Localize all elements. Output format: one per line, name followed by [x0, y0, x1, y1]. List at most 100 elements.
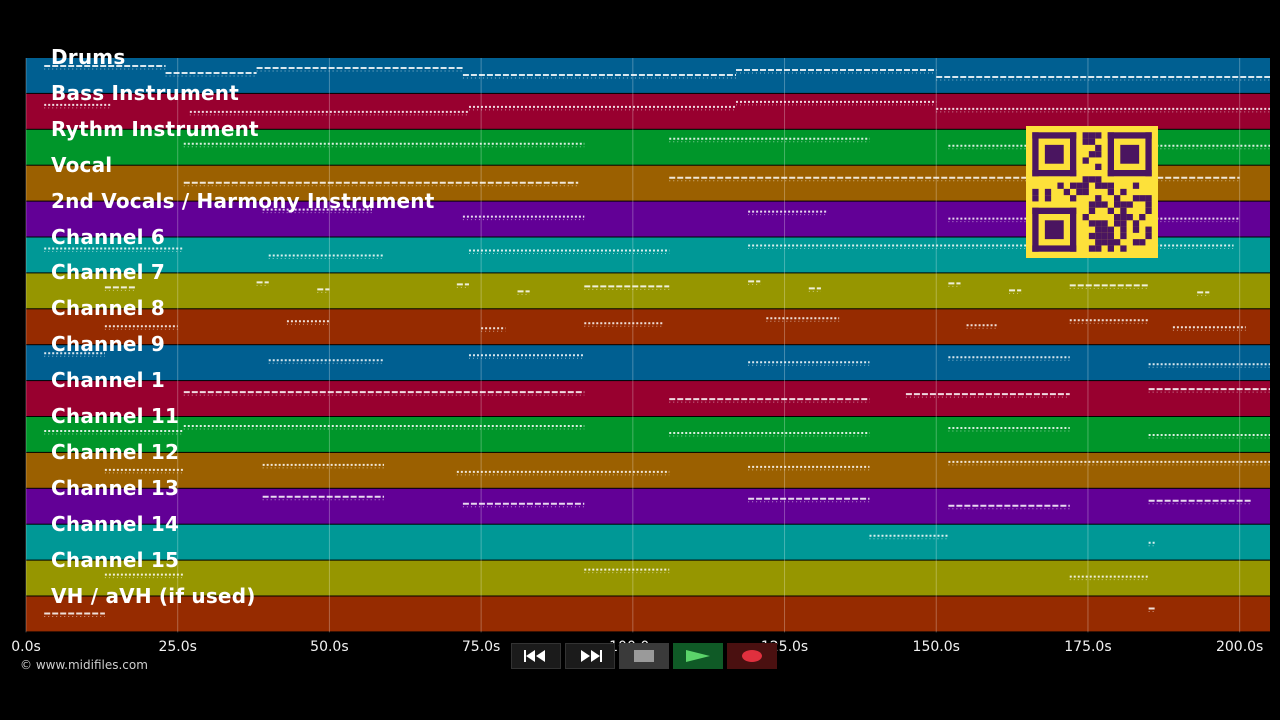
note-segment	[256, 281, 269, 286]
note-segment	[669, 137, 870, 143]
note-segment	[1069, 284, 1149, 289]
note-segment	[966, 324, 997, 329]
note-segment	[44, 65, 166, 70]
note-segment	[462, 502, 585, 508]
track-lane	[26, 273, 1270, 309]
note-segment	[104, 286, 136, 291]
note-segment	[1148, 363, 1270, 368]
fast-forward-button[interactable]	[565, 643, 615, 669]
track-lane	[26, 309, 1270, 345]
note-segment	[481, 327, 506, 332]
track-label: Channel 14	[51, 511, 180, 536]
fast-forward-icon	[581, 650, 602, 662]
note-segment	[1197, 291, 1210, 296]
track-label: Bass Instrument	[51, 80, 239, 105]
play-button[interactable]	[673, 643, 723, 669]
note-segment	[948, 356, 1070, 361]
note-segment	[669, 398, 870, 403]
note-segment	[735, 69, 937, 74]
track-lane	[26, 381, 1270, 416]
note-segment	[1172, 326, 1246, 331]
note-segment	[1148, 607, 1155, 612]
note-segment	[104, 573, 184, 579]
track-label: Vocal	[51, 152, 113, 177]
note-segment	[183, 181, 579, 187]
note-segment	[165, 72, 257, 77]
track-lane	[26, 488, 1270, 524]
note-segment	[748, 497, 870, 503]
stop-button[interactable]	[619, 643, 669, 669]
track-lane	[26, 524, 1270, 560]
time-tick-label: 200.0s	[1215, 639, 1264, 655]
note-segment	[808, 287, 821, 292]
track-label: Channel 6	[51, 224, 165, 249]
track-lane	[26, 560, 1270, 596]
note-segment	[468, 249, 670, 254]
note-segment	[669, 432, 870, 437]
note-segment	[317, 288, 330, 293]
note-segment	[183, 142, 585, 148]
note-segment	[468, 354, 585, 359]
time-tick-label: 50.0s	[310, 639, 349, 655]
record-icon	[742, 650, 762, 662]
time-tick-label: 0.0s	[11, 639, 41, 655]
note-segment	[462, 215, 585, 221]
track-lane	[26, 452, 1270, 488]
note-segment	[948, 460, 1270, 466]
copyright-text: © www.midifiles.com	[20, 658, 148, 672]
track-lane	[26, 93, 1270, 129]
note-segment	[256, 67, 463, 72]
note-segment	[456, 283, 469, 288]
track-lane	[26, 345, 1270, 381]
transport-controls	[511, 643, 777, 669]
note-segment	[104, 325, 178, 330]
track-label: Channel 15	[51, 547, 180, 572]
track-label: Channel 12	[51, 439, 180, 464]
note-segment	[584, 322, 664, 327]
note-segment	[262, 495, 385, 501]
note-segment	[748, 361, 870, 366]
note-segment	[1069, 319, 1149, 324]
note-segment	[869, 534, 949, 540]
track-lane	[26, 596, 1270, 632]
track-label: Channel 7	[51, 260, 165, 285]
track-label: VH / aVH (if used)	[51, 583, 256, 608]
qr-code-image	[1026, 126, 1158, 258]
note-segment	[517, 290, 530, 295]
stop-icon	[634, 650, 654, 662]
play-icon	[686, 650, 710, 662]
note-segment	[104, 468, 184, 474]
track-label: Channel 13	[51, 475, 180, 500]
note-segment	[468, 105, 736, 111]
note-segment	[183, 425, 585, 430]
note-segment	[44, 103, 111, 109]
note-segment	[44, 612, 105, 617]
note-segment	[1148, 388, 1270, 393]
track-label: Channel 11	[51, 404, 180, 428]
note-segment	[183, 391, 585, 396]
track-label: Channel 8	[51, 296, 165, 321]
note-segment	[1148, 499, 1252, 505]
track-label: Drums	[51, 45, 126, 69]
note-segment	[462, 74, 736, 79]
note-segment	[44, 430, 184, 435]
note-segment	[44, 247, 184, 252]
note-segment	[262, 463, 385, 469]
track-lane	[26, 417, 1270, 452]
qr-code	[1026, 126, 1158, 258]
note-segment	[948, 282, 961, 287]
note-segment	[268, 254, 385, 259]
note-segment	[1148, 434, 1270, 439]
rewind-icon	[524, 650, 545, 662]
rewind-button[interactable]	[511, 643, 561, 669]
track-label: Rythm Instrument	[51, 116, 259, 141]
note-segment	[748, 465, 870, 471]
note-segment	[1148, 541, 1155, 547]
note-segment	[268, 359, 385, 364]
time-tick-label: 25.0s	[158, 639, 197, 655]
track-label: Channel 9	[51, 332, 165, 357]
note-segment	[189, 110, 469, 116]
time-tick-label: 75.0s	[461, 639, 501, 655]
record-button[interactable]	[727, 643, 777, 669]
